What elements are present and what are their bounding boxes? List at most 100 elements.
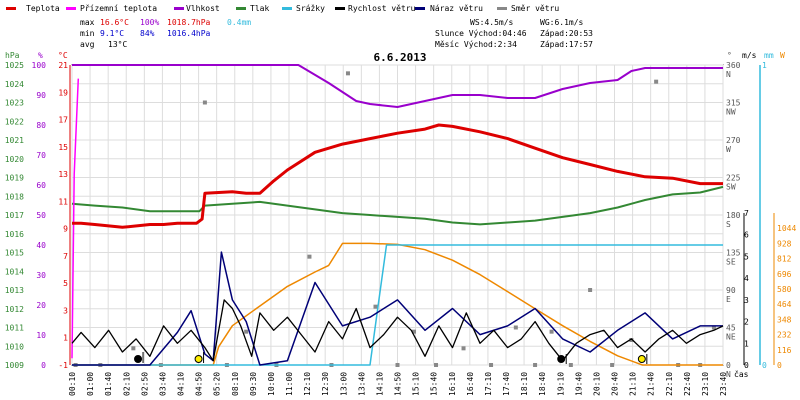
- y-tick-humidity: 50: [36, 211, 46, 220]
- x-tick-label: 12:10: [303, 372, 312, 396]
- y-tick-wind: 0: [744, 361, 749, 370]
- x-tick-label: 10:00: [267, 372, 276, 396]
- y-tick-temperature: 7: [63, 252, 68, 261]
- header-deg: °: [727, 51, 732, 60]
- y-tick-direction: 180: [726, 211, 741, 220]
- y-tick-solar: 348: [777, 315, 792, 324]
- stats-max-temp: 16.6°C: [100, 18, 129, 27]
- y-tick-pressure: 1016: [5, 230, 24, 239]
- series-pressure: [71, 185, 724, 226]
- y-tick-direction-label: NE: [726, 333, 736, 342]
- y-tick-temperature: 3: [63, 306, 68, 315]
- y-tick-pressure: 1024: [5, 80, 24, 89]
- y-tick-pressure: 1019: [5, 174, 24, 183]
- y-tick-pressure: 1017: [5, 211, 24, 220]
- stats-avg-temp: 13°C: [108, 40, 127, 49]
- direction-point: [513, 325, 518, 330]
- x-tick-label: 14:50: [394, 372, 403, 396]
- stats-min-temp: 9.1°C: [100, 29, 124, 38]
- series-wind: [71, 299, 724, 362]
- x-tick-label: 02:10: [122, 372, 131, 396]
- legend-press: Tlak: [236, 4, 269, 13]
- direction-point: [610, 363, 615, 367]
- y-tick-wind: 7: [744, 209, 749, 218]
- direction-point: [489, 363, 494, 367]
- y-tick-wind: 2: [744, 318, 749, 327]
- y-tick-temperature: 9: [63, 225, 68, 234]
- stats-sun-set: Západ:20:53: [540, 29, 593, 38]
- y-tick-pressure: 1018: [5, 192, 24, 201]
- direction-point: [588, 288, 593, 292]
- direction-point: [461, 346, 466, 351]
- header-ms: m/s: [742, 51, 757, 60]
- y-tick-temperature: 5: [63, 279, 68, 288]
- stats-wg: WG:6.1m/s: [540, 18, 584, 27]
- y-tick-pressure: 1010: [5, 342, 24, 351]
- stats-sun: Slunce Východ:04:46: [435, 29, 527, 38]
- sunrise-marker: [194, 355, 203, 363]
- direction-point: [711, 325, 716, 330]
- y-tick-humidity: 10: [36, 331, 46, 340]
- axis-headers: hPa % °C ° m/s mm W čas: [5, 51, 785, 379]
- legend-swatch-ground: [66, 7, 76, 10]
- legend-swatch-press: [236, 7, 246, 10]
- direction-point: [412, 329, 417, 334]
- y-tick-temperature: 13: [58, 170, 68, 179]
- y-tick-direction-label: S: [726, 220, 731, 229]
- stats-max-press: 1018.7hPa: [167, 18, 211, 27]
- x-tick-label: 21:10: [629, 372, 638, 396]
- y-tick-temperature: 17: [58, 116, 68, 125]
- y-tick-pressure: 1014: [5, 267, 24, 276]
- x-tick-label: 03:40: [158, 372, 167, 396]
- y-tick-humidity: 70: [36, 151, 46, 160]
- y-tick-direction: 315: [726, 99, 741, 108]
- stats-max-rain: 0.4mm: [227, 18, 251, 27]
- y-tick-direction-label: N: [726, 70, 731, 79]
- y-tick-pressure: 1025: [5, 61, 24, 70]
- y-tick-temperature: 19: [58, 88, 68, 97]
- stats-min-press: 1016.4hPa: [167, 29, 211, 38]
- stats-min-label: min: [80, 29, 95, 38]
- legend-swatch-gust: [415, 7, 425, 10]
- y-tick-wind: 5: [744, 252, 749, 261]
- legend-dir: Směr větru: [497, 4, 559, 13]
- series-rain: [72, 244, 723, 366]
- y-tick-solar: 464: [777, 300, 792, 309]
- legend-temp: Teplota: [6, 4, 60, 13]
- x-tick-label: 17:40: [502, 372, 511, 396]
- stats-avg-label: avg: [80, 40, 95, 49]
- y-tick-humidity: 100: [32, 61, 47, 70]
- y-tick-humidity: 0: [41, 361, 46, 370]
- legend-swatch-dir: [497, 7, 507, 10]
- moonrise-marker: [134, 355, 143, 363]
- y-tick-pressure: 1015: [5, 249, 24, 258]
- direction-point: [373, 304, 378, 309]
- x-tick-label: 09:30: [249, 372, 258, 396]
- direction-point: [654, 79, 659, 84]
- y-tick-humidity: 90: [36, 91, 46, 100]
- stats-min-hum: 84%: [140, 29, 155, 38]
- legend-hum: Vlhkost: [174, 4, 220, 13]
- y-tick-direction-label: SW: [726, 183, 736, 192]
- legend-label-temp: Teplota: [26, 4, 60, 13]
- stats-moon-set: Západ:17:57: [540, 40, 593, 49]
- legend-swatch-hum: [174, 7, 184, 10]
- x-tick-label: 20:40: [611, 372, 620, 396]
- legend-label-rain: Srážky: [296, 4, 325, 13]
- axes: 00:10 01:00 01:40 02:10 02:50 03:40 04:10 04:50…: [5, 61, 797, 396]
- stats-block: max 16.6°C 100% 1018.7hPa 0.4mm min 9.1°…: [80, 18, 593, 49]
- x-tick-label: 05:20: [213, 372, 222, 396]
- series-gust: [72, 251, 723, 366]
- x-tick-label: 18:10: [520, 372, 529, 396]
- x-tick-label: 17:10: [484, 372, 493, 396]
- x-tick-label: 22:10: [665, 372, 674, 396]
- direction-point: [533, 363, 538, 367]
- y-tick-humidity: 80: [36, 121, 46, 130]
- y-tick-solar: 812: [777, 255, 792, 264]
- series-humidity: [72, 64, 723, 108]
- y-tick-direction-label: N: [726, 370, 731, 379]
- sunset-marker: [637, 355, 646, 363]
- series-temperature: [72, 123, 723, 229]
- y-tick-temperature: 21: [58, 61, 68, 70]
